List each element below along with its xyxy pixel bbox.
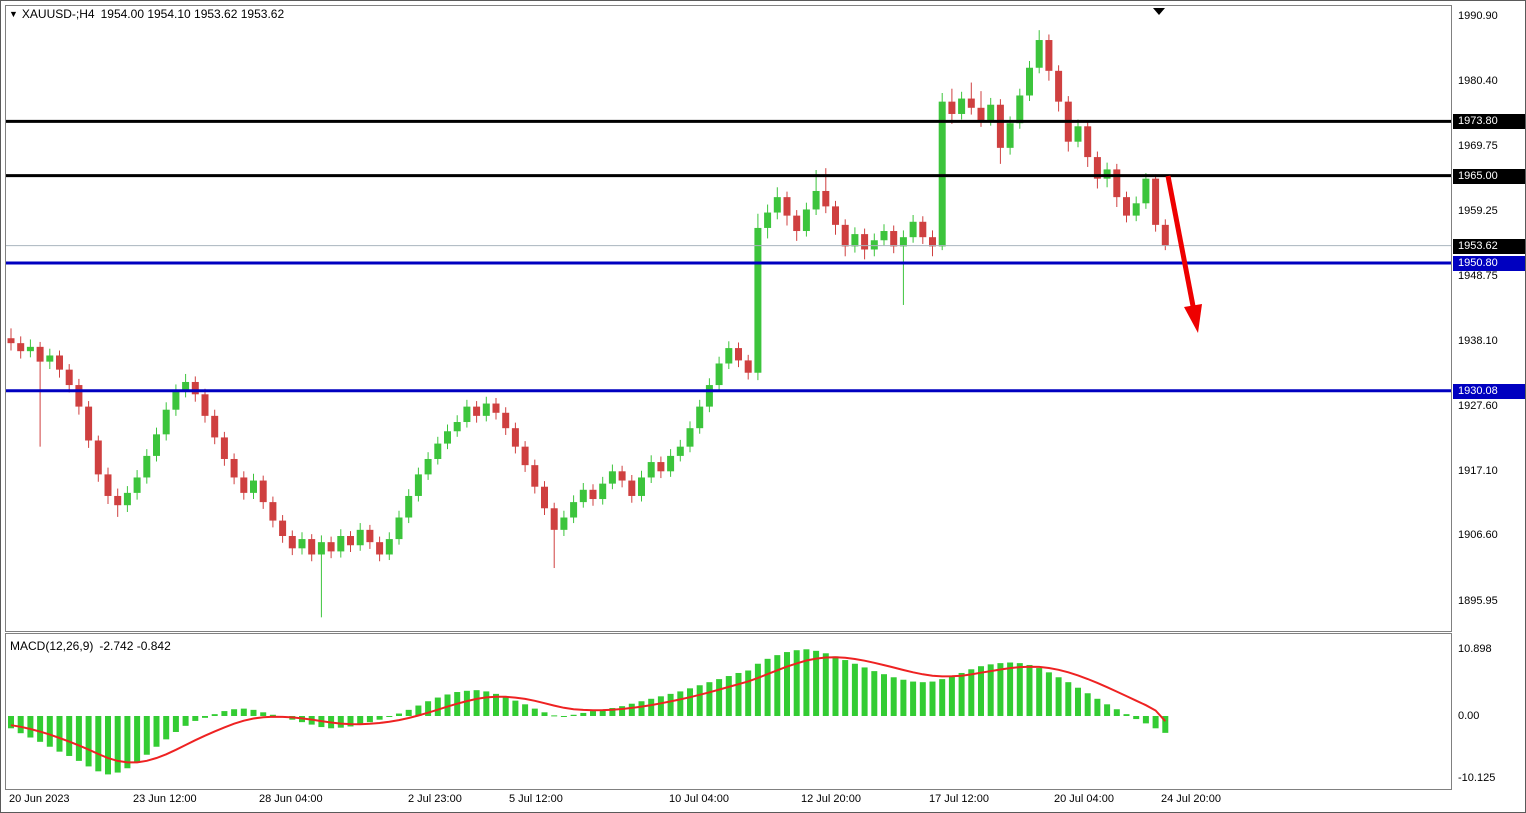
last-bar-marker-icon	[1153, 8, 1165, 15]
macd-signal-line	[10, 656, 1167, 764]
macd-histogram	[8, 649, 1169, 775]
arrow-head-icon	[1184, 304, 1202, 333]
ohlc-values: 1954.00 1954.10 1953.62 1953.62	[100, 7, 285, 21]
chart-header: ▼ XAUUSD-;H4 1954.00 1954.10 1953.62 1953.…	[9, 7, 284, 21]
macd-header: MACD(12,26,9) -2.742 -0.842	[10, 639, 171, 653]
macd-values: -2.742 -0.842	[99, 639, 171, 653]
candlesticks	[7, 30, 1169, 618]
chart-panels[interactable]	[5, 5, 1452, 790]
macd-indicator-label: MACD(12,26,9)	[10, 639, 94, 653]
down-arrow-annotation[interactable]	[1165, 175, 1202, 333]
horizontal-lines[interactable]	[6, 119, 1451, 393]
main-price-panel[interactable]	[5, 5, 1452, 632]
collapse-chart-icon[interactable]: ▼	[9, 9, 18, 19]
symbol-period-label: XAUUSD-;H4	[21, 7, 95, 21]
